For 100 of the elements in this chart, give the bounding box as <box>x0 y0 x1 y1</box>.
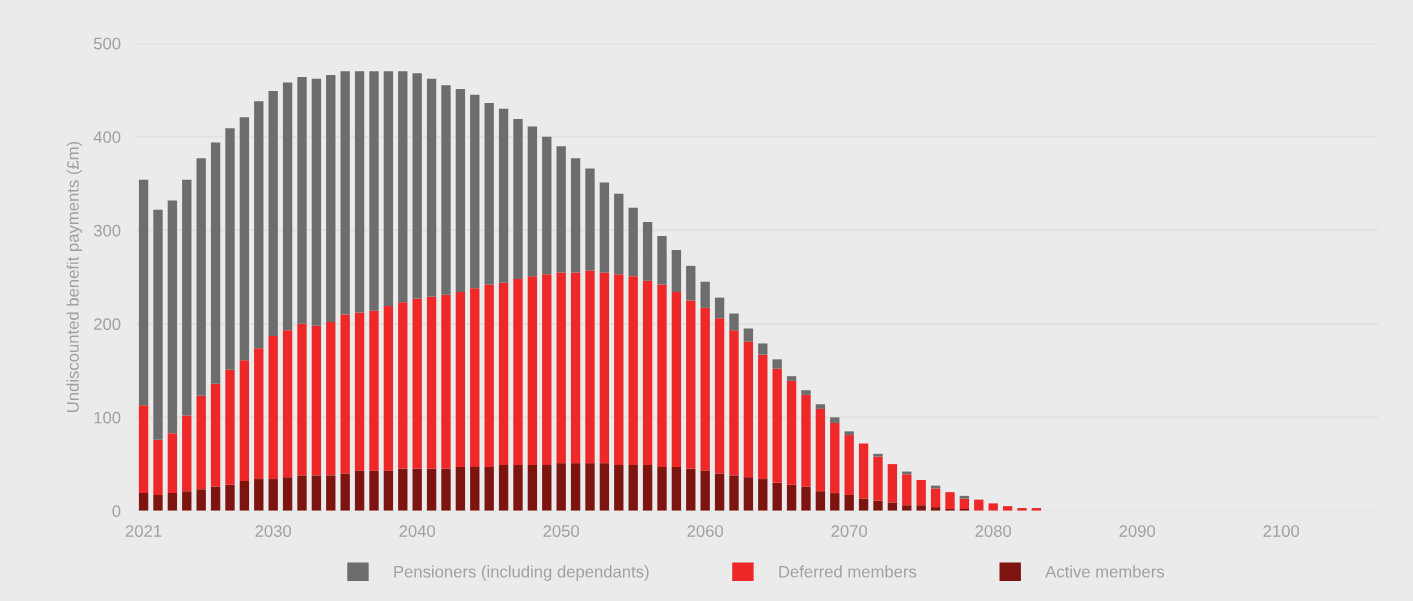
bar <box>599 272 610 464</box>
bar <box>239 117 250 361</box>
bar <box>599 463 610 511</box>
bar <box>470 94 480 289</box>
bar <box>527 465 538 511</box>
bar <box>815 404 826 409</box>
bar <box>786 484 797 511</box>
bar <box>268 335 278 480</box>
bar <box>225 128 235 370</box>
bar <box>570 272 581 464</box>
bar <box>182 179 192 416</box>
bar <box>844 494 854 511</box>
x-tick-label: 2070 <box>831 525 868 537</box>
bar <box>412 468 422 511</box>
bar <box>570 158 581 273</box>
bar <box>297 76 307 324</box>
bar <box>254 348 264 480</box>
bar <box>196 395 206 490</box>
bar <box>959 495 970 499</box>
bar <box>441 468 451 511</box>
bar <box>196 158 206 396</box>
bar <box>513 465 523 511</box>
x-tick-label: 2080 <box>975 525 1012 537</box>
bar <box>354 312 365 471</box>
bar <box>758 479 768 511</box>
bar <box>614 465 624 511</box>
bar <box>311 325 322 476</box>
bar <box>902 474 912 506</box>
bar <box>383 470 394 511</box>
y-tick-label: 0 <box>112 505 121 518</box>
bar <box>470 466 480 511</box>
bar <box>729 330 739 476</box>
bar <box>743 341 754 478</box>
bar <box>599 182 610 273</box>
bar <box>887 464 898 503</box>
bar <box>743 328 754 342</box>
legend-label: Deferred members <box>779 565 917 578</box>
bar <box>340 314 350 474</box>
bar <box>686 300 696 469</box>
bar <box>513 278 523 466</box>
y-tick-label: 500 <box>93 37 121 50</box>
bar <box>340 473 350 511</box>
bar <box>138 493 149 511</box>
bar <box>930 488 941 508</box>
bar <box>369 310 379 471</box>
bar <box>254 479 264 511</box>
bar <box>426 78 437 297</box>
bar <box>556 272 566 464</box>
bar <box>801 394 811 487</box>
y-axis-title: Undiscounted benefit payments (£m) <box>66 141 83 412</box>
bar <box>455 466 466 511</box>
bar <box>542 136 552 275</box>
bar <box>556 463 566 511</box>
bar <box>628 207 638 277</box>
bar <box>225 484 235 511</box>
bar <box>412 73 422 299</box>
bar <box>470 288 480 467</box>
bar <box>441 85 451 295</box>
bar <box>484 284 494 467</box>
bar <box>585 463 595 511</box>
bar <box>815 491 826 511</box>
bar <box>700 307 710 471</box>
bar <box>758 354 768 480</box>
bar <box>772 359 782 369</box>
bar <box>398 71 408 303</box>
bar <box>801 486 811 511</box>
bar <box>369 71 379 311</box>
bar <box>585 168 595 271</box>
bar <box>153 494 163 511</box>
bar <box>830 493 840 511</box>
bar <box>354 71 365 313</box>
bar <box>585 270 595 464</box>
y-tick-label: 100 <box>94 411 121 424</box>
bar <box>642 221 653 281</box>
bar <box>686 265 696 301</box>
bar <box>282 330 293 478</box>
bar <box>815 408 826 492</box>
bar <box>527 126 538 277</box>
x-tick-label: 2040 <box>399 525 436 537</box>
bar <box>614 274 624 466</box>
bar <box>210 142 221 384</box>
bar <box>513 119 523 279</box>
bar <box>167 493 178 511</box>
bar <box>527 276 538 466</box>
bar <box>729 313 739 331</box>
bar <box>398 468 408 511</box>
bar <box>268 479 278 511</box>
bar <box>254 101 264 349</box>
bar <box>282 82 293 331</box>
bar <box>369 470 379 511</box>
bar <box>498 282 509 466</box>
bar <box>239 360 250 481</box>
bar <box>297 475 307 511</box>
bar <box>714 473 725 511</box>
bar <box>959 498 970 509</box>
bar <box>441 294 451 469</box>
bar <box>326 321 336 476</box>
bar <box>671 249 682 293</box>
bar <box>858 443 869 499</box>
bar <box>297 323 307 476</box>
